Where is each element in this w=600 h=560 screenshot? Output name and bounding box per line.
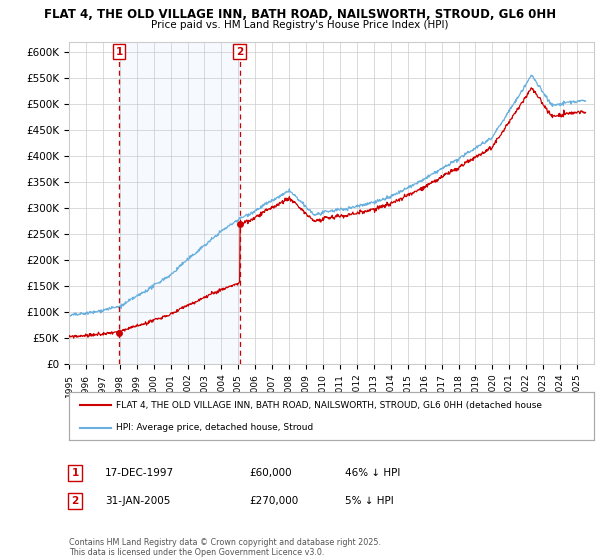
Bar	[119, 42, 240, 364]
Text: FLAT 4, THE OLD VILLAGE INN, BATH ROAD, NAILSWORTH, STROUD, GL6 0HH: FLAT 4, THE OLD VILLAGE INN, BATH ROAD, …	[44, 8, 556, 21]
Text: £60,000: £60,000	[249, 468, 292, 478]
Text: Contains HM Land Registry data © Crown copyright and database right 2025.
This d: Contains HM Land Registry data © Crown c…	[69, 538, 381, 557]
Text: 1: 1	[71, 468, 79, 478]
Text: 31-JAN-2005: 31-JAN-2005	[105, 496, 170, 506]
Text: 5% ↓ HPI: 5% ↓ HPI	[345, 496, 394, 506]
Text: 2: 2	[71, 496, 79, 506]
Text: 17-DEC-1997: 17-DEC-1997	[105, 468, 174, 478]
Text: 46% ↓ HPI: 46% ↓ HPI	[345, 468, 400, 478]
Text: FLAT 4, THE OLD VILLAGE INN, BATH ROAD, NAILSWORTH, STROUD, GL6 0HH (detached ho: FLAT 4, THE OLD VILLAGE INN, BATH ROAD, …	[116, 401, 542, 410]
Text: 1: 1	[116, 47, 123, 57]
Text: Price paid vs. HM Land Registry's House Price Index (HPI): Price paid vs. HM Land Registry's House …	[151, 20, 449, 30]
Text: 2: 2	[236, 47, 244, 57]
Text: £270,000: £270,000	[249, 496, 298, 506]
Text: HPI: Average price, detached house, Stroud: HPI: Average price, detached house, Stro…	[116, 423, 314, 432]
